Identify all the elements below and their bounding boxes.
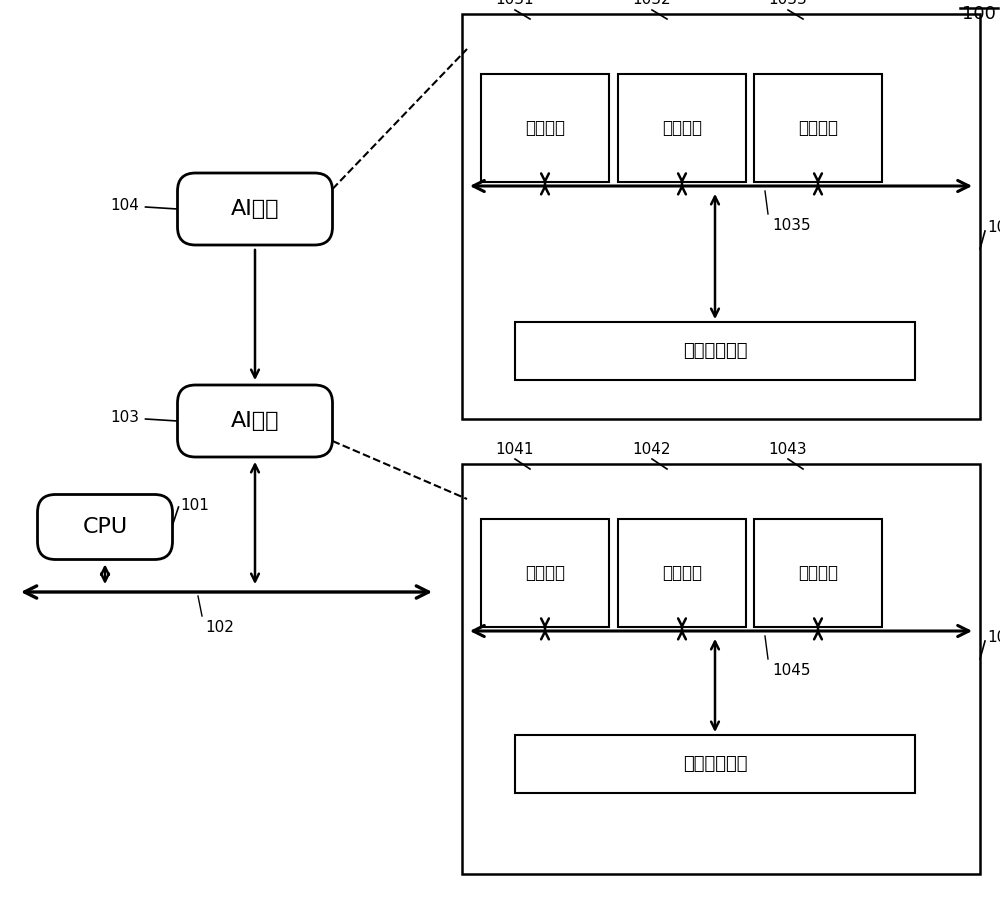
Text: 处理器核: 处理器核 — [798, 564, 838, 582]
Text: 处理器核: 处理器核 — [662, 119, 702, 137]
Text: AI芯片: AI芯片 — [231, 199, 279, 219]
Text: 1045: 1045 — [772, 663, 810, 678]
Text: 103: 103 — [110, 409, 140, 425]
Text: 处理器核: 处理器核 — [525, 564, 565, 582]
Bar — [462, 464, 980, 874]
Text: 1035: 1035 — [772, 218, 811, 233]
FancyBboxPatch shape — [178, 385, 332, 457]
Bar — [618, 519, 746, 627]
Bar — [618, 74, 746, 182]
Bar — [515, 735, 915, 793]
Text: 处理器核: 处理器核 — [525, 119, 565, 137]
Bar — [754, 74, 882, 182]
Text: CPU: CPU — [82, 517, 128, 537]
Text: 1044: 1044 — [987, 630, 1000, 644]
Text: 1043: 1043 — [769, 442, 807, 457]
FancyBboxPatch shape — [38, 494, 173, 560]
Text: 1034: 1034 — [987, 219, 1000, 235]
Text: 1032: 1032 — [633, 0, 671, 7]
Text: 101: 101 — [181, 497, 209, 513]
Text: 运算加速部件: 运算加速部件 — [683, 755, 747, 773]
Text: 100: 100 — [962, 5, 996, 23]
Bar — [481, 519, 609, 627]
Bar — [481, 74, 609, 182]
Text: 1033: 1033 — [769, 0, 807, 7]
Bar — [515, 322, 915, 380]
Text: 处理器核: 处理器核 — [798, 119, 838, 137]
Bar — [462, 14, 980, 419]
Text: 104: 104 — [111, 197, 140, 213]
Bar — [754, 519, 882, 627]
Text: 处理器核: 处理器核 — [662, 564, 702, 582]
Text: 102: 102 — [205, 620, 234, 635]
Text: 运算加速部件: 运算加速部件 — [683, 342, 747, 360]
Text: 1031: 1031 — [496, 0, 534, 7]
FancyBboxPatch shape — [178, 173, 332, 245]
Text: 1041: 1041 — [496, 442, 534, 457]
Text: 1042: 1042 — [633, 442, 671, 457]
Text: AI芯片: AI芯片 — [231, 411, 279, 431]
